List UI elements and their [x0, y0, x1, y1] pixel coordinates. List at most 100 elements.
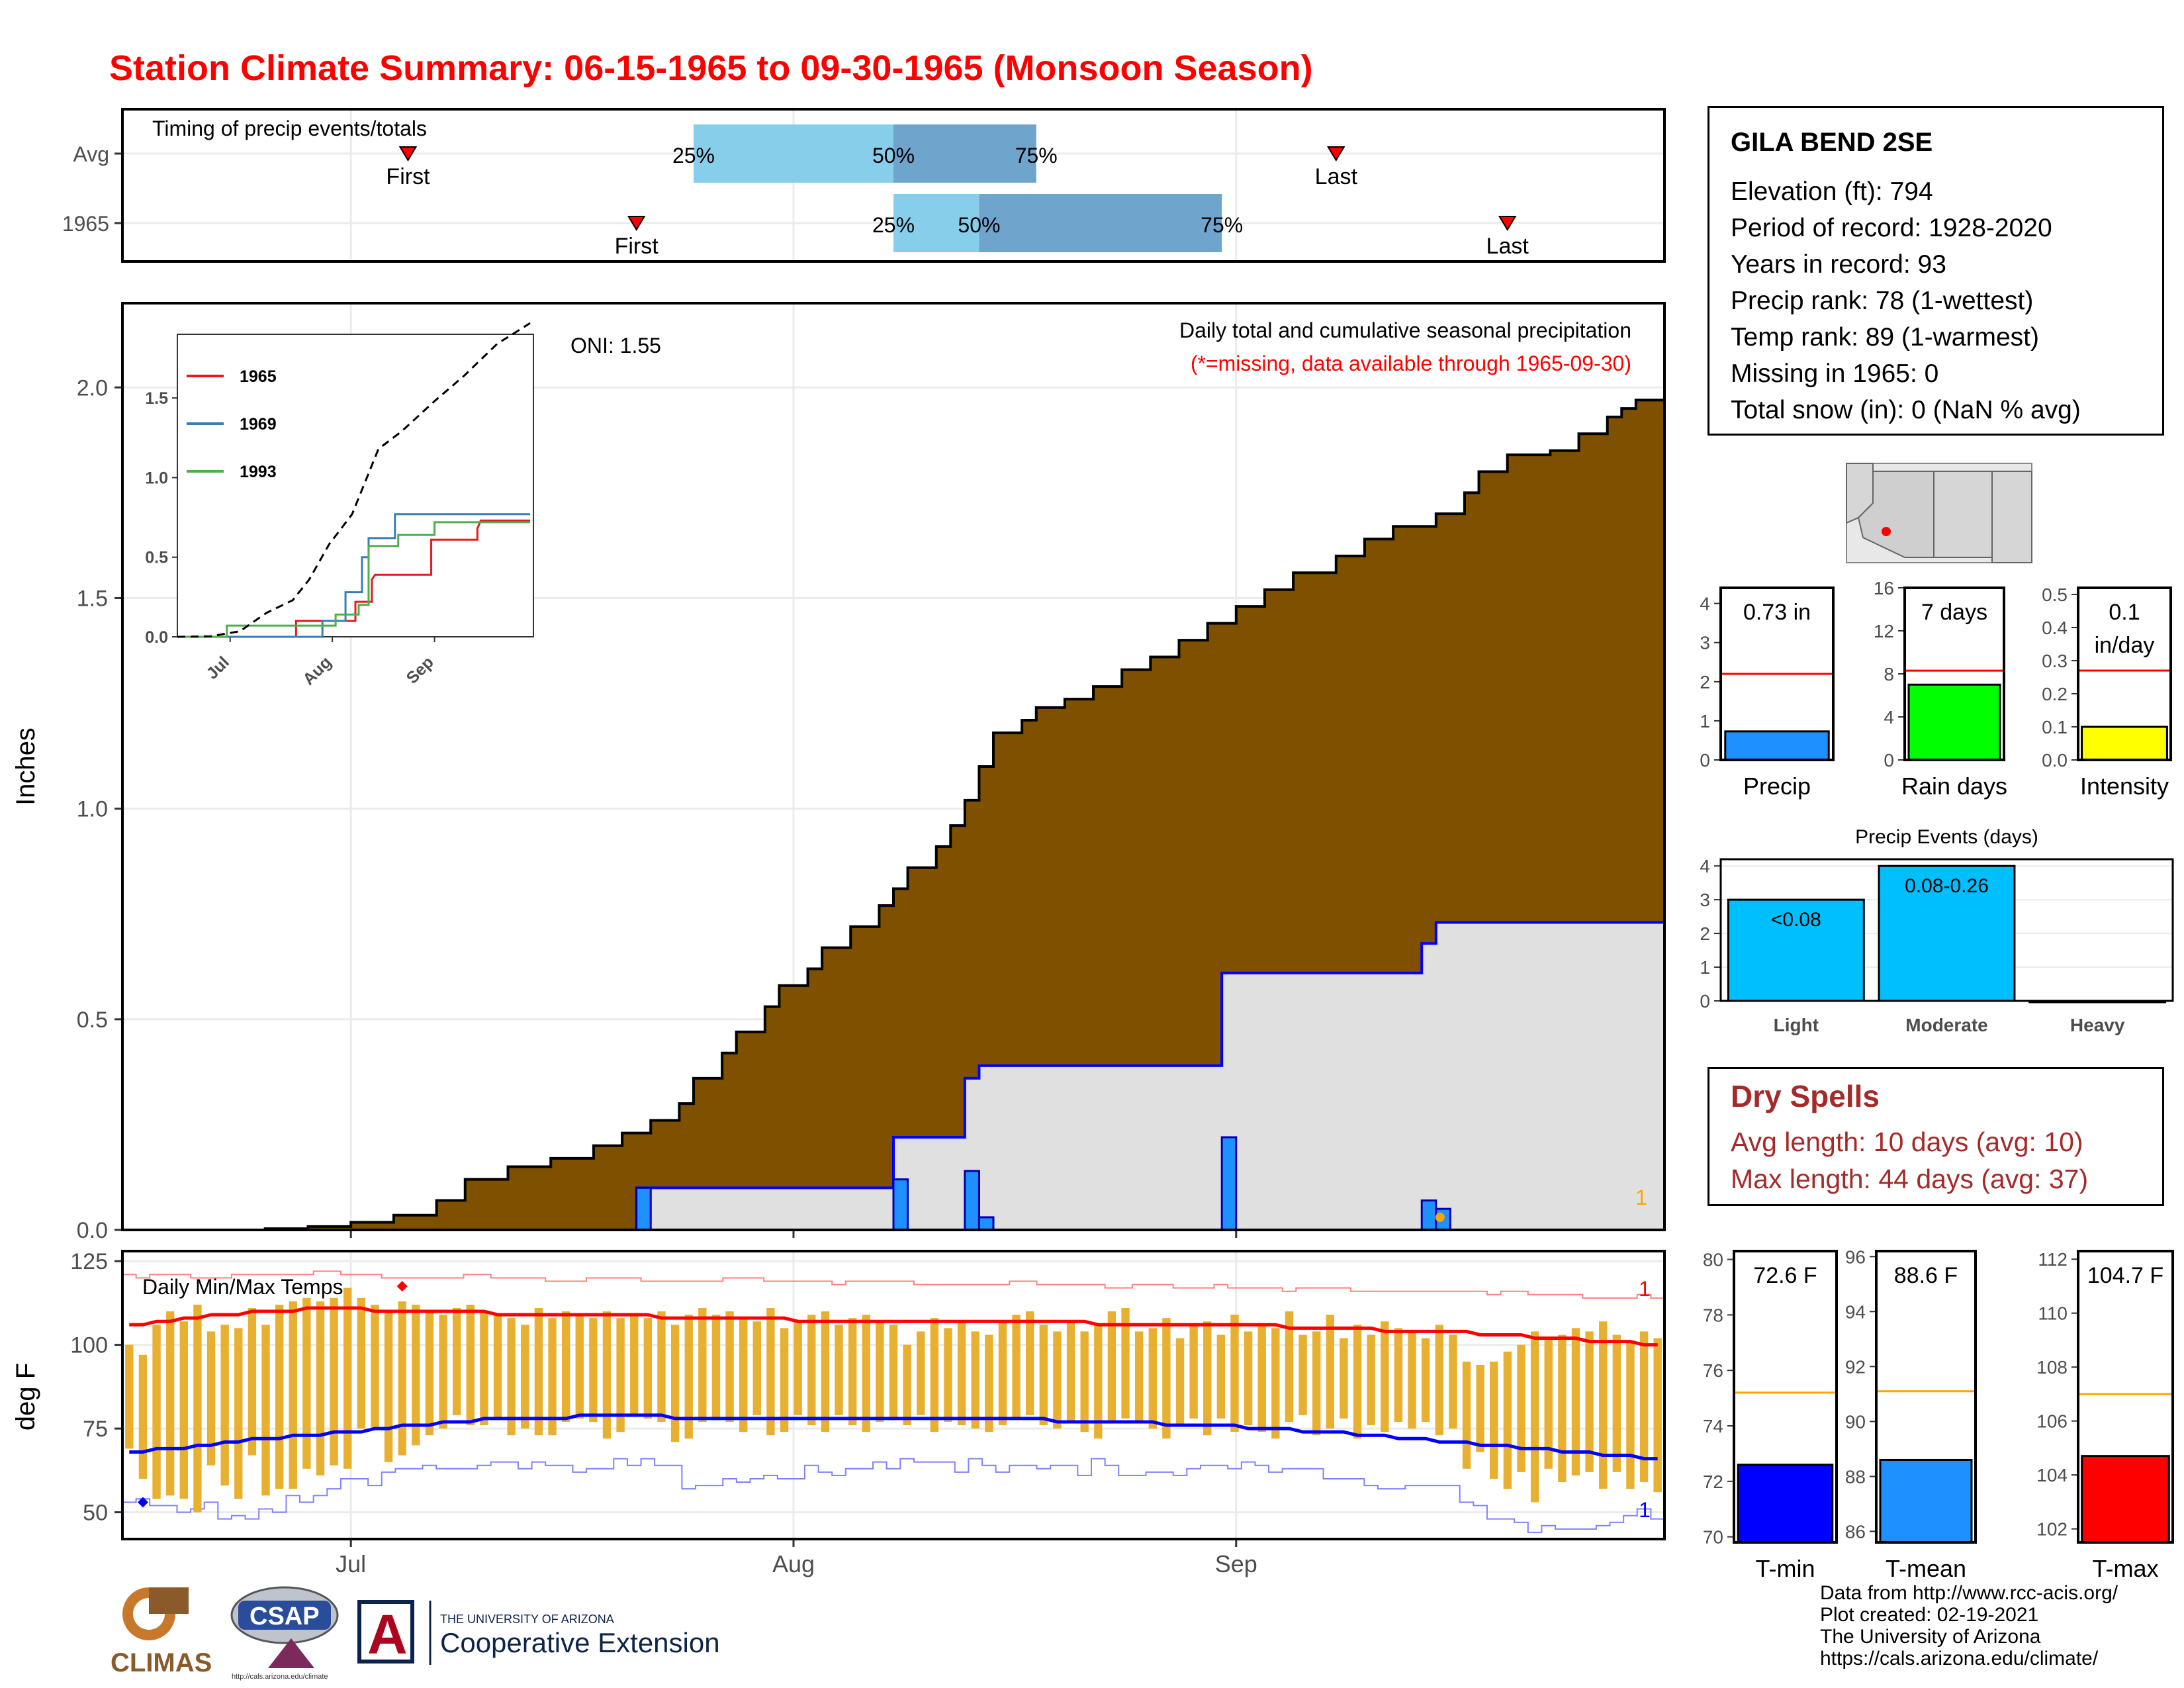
daily-precip-bar	[1220, 1136, 1238, 1231]
daily-temp-bar	[206, 1331, 216, 1466]
timing-quartile-bar-q2	[893, 124, 1036, 183]
daily-temp-bar	[971, 1331, 979, 1429]
map-california	[1846, 463, 1874, 524]
daily-temp-bar	[1408, 1331, 1416, 1429]
daily-temp-bar	[711, 1315, 721, 1419]
daily-temp-bar	[398, 1301, 406, 1456]
timing-frame	[121, 108, 1666, 263]
year-cumulative-line	[122, 921, 1664, 1231]
tmin_box-y-tick-label: 74	[1703, 1416, 1723, 1436]
tmean_box-y-tick-label: 90	[1845, 1411, 1866, 1432]
daily-temp-bar	[1503, 1351, 1512, 1489]
rain_days-y-tick-label: 12	[1874, 621, 1894, 641]
tmean_box-frame	[1875, 1250, 1977, 1544]
timing-title: Timing of precip events/totals	[152, 117, 427, 140]
credit-line: The University of Arizona	[1820, 1626, 2041, 1648]
daily-temp-bar	[220, 1325, 229, 1486]
daily-precip-bar	[1420, 1199, 1437, 1231]
daily-temp-bar	[575, 1315, 584, 1419]
daily-temp-bar	[1599, 1321, 1608, 1489]
daily-temp-bar	[1312, 1331, 1321, 1436]
tmean_box-y-tick-label: 86	[1845, 1521, 1866, 1542]
temps-y-tick-label: 75	[83, 1417, 108, 1442]
precip_total-y-tick-label: 3	[1700, 633, 1710, 653]
credit-line: Data from http://www.rcc-acis.org/	[1820, 1582, 2118, 1604]
rain_days-value-bar	[1907, 683, 2001, 761]
events-bar-label: 0.08-0.26	[1905, 875, 1989, 897]
timing-first-marker	[398, 146, 418, 162]
station-info-line: Period of record: 1928-2020	[1731, 214, 2052, 242]
daily-temp-bar	[1326, 1315, 1335, 1429]
timing-last-label: Last	[1315, 164, 1358, 189]
rain_days-y-tick-label: 16	[1874, 578, 1894, 598]
temps-marker-label-top: 1	[1639, 1277, 1651, 1301]
temps-x-tick-label: Aug	[772, 1550, 815, 1577]
timing-quartile-bar-q1	[693, 124, 893, 183]
daily-precip-bar	[964, 1170, 980, 1231]
tmax_box-value-label: 104.7 F	[2087, 1263, 2163, 1288]
station-info-line: Total snow (in): 0 (NaN % avg)	[1731, 396, 2081, 424]
avg-max-line	[129, 1306, 1658, 1347]
daily-precip-bar	[978, 1216, 995, 1231]
rain_days-x-label: Rain days	[1901, 773, 2007, 800]
daily-temp-bar	[1134, 1331, 1144, 1422]
credit-line: https://cals.arizona.edu/climate/	[1820, 1648, 2099, 1669]
station-location-marker	[1882, 527, 1891, 536]
events-y-tick-label: 4	[1700, 856, 1710, 876]
daily-temp-bar	[193, 1304, 202, 1513]
csap-wordmark: CSAP	[250, 1603, 320, 1630]
events-category-label: Moderate	[1905, 1015, 1987, 1035]
daily-temp-bar	[1230, 1315, 1239, 1432]
daily-temp-bar	[739, 1318, 748, 1432]
intensity-y-tick-label: 0.2	[2042, 684, 2068, 704]
daily-temp-bar	[1435, 1325, 1443, 1436]
tmax_box-y-tick-label: 112	[2038, 1249, 2068, 1270]
daily-temp-bar	[602, 1311, 612, 1439]
temps-panel: 50 75 100 125 Jul Aug Sep 1 1 Daily Min/Max Temps…	[11, 1249, 1666, 1577]
timing-panel: 25% 50% 75% First Last Avg 25% 50% 75% First Last 1…	[62, 108, 1666, 263]
daily-temp-bar	[1053, 1331, 1062, 1429]
avg-cumulative-line	[122, 399, 1664, 1231]
timing-q50-label: 50%	[872, 144, 915, 167]
daily-temp-bar	[1271, 1328, 1280, 1439]
daily-temp-bar	[1639, 1331, 1649, 1483]
daily-temp-bar	[330, 1297, 338, 1466]
daily-temp-bar	[1039, 1325, 1048, 1426]
map-new-mexico	[1933, 471, 1993, 558]
daily-temp-bar	[1558, 1335, 1567, 1483]
daily-temp-bar	[302, 1297, 311, 1469]
daily-temp-bar	[1244, 1331, 1253, 1426]
record-max-marker	[396, 1281, 408, 1292]
daily-temp-bar	[876, 1321, 884, 1422]
main-chart-subtitle: (*=missing, data available through 1965-…	[1191, 352, 1631, 375]
daily-temp-bar	[234, 1328, 243, 1499]
daily-temp-bar	[616, 1318, 625, 1432]
events-y-tick-label: 0	[1700, 991, 1710, 1011]
daily-temp-bar	[1476, 1364, 1484, 1452]
daily-temp-bar	[670, 1325, 680, 1442]
daily-temp-bar	[725, 1311, 734, 1422]
daily-temp-bar	[1066, 1321, 1075, 1422]
inset-y-tick-label: 1.5	[145, 389, 168, 408]
events-title: Precip Events (days)	[1855, 826, 2038, 848]
daily-temp-bar	[1585, 1331, 1594, 1472]
daily-temp-bar	[1571, 1328, 1580, 1476]
daily-temp-bar	[766, 1307, 775, 1436]
daily-temp-bar	[903, 1344, 911, 1426]
locator-map	[1846, 463, 2032, 563]
ua-name: THE UNIVERSITY OF ARIZONA	[440, 1613, 614, 1626]
timing-row-label: Avg	[73, 142, 109, 166]
daily-temp-bar	[1394, 1328, 1403, 1422]
main-y-tick-label: 0.5	[77, 1008, 108, 1033]
station-info-line: Elevation (ft): 794	[1731, 177, 1933, 206]
map-texas	[1991, 471, 2032, 563]
main-marker-label: 1	[1635, 1186, 1647, 1209]
daily-temp-bar	[862, 1315, 870, 1432]
daily-temp-bar	[1340, 1338, 1348, 1419]
temps-y-tick-label: 125	[70, 1249, 108, 1274]
precip_total-y-tick-label: 4	[1700, 594, 1710, 614]
events-bar	[1878, 865, 2016, 1002]
climas-wordmark: CLIMAS	[111, 1648, 212, 1677]
daily-temp-bar	[179, 1321, 188, 1499]
